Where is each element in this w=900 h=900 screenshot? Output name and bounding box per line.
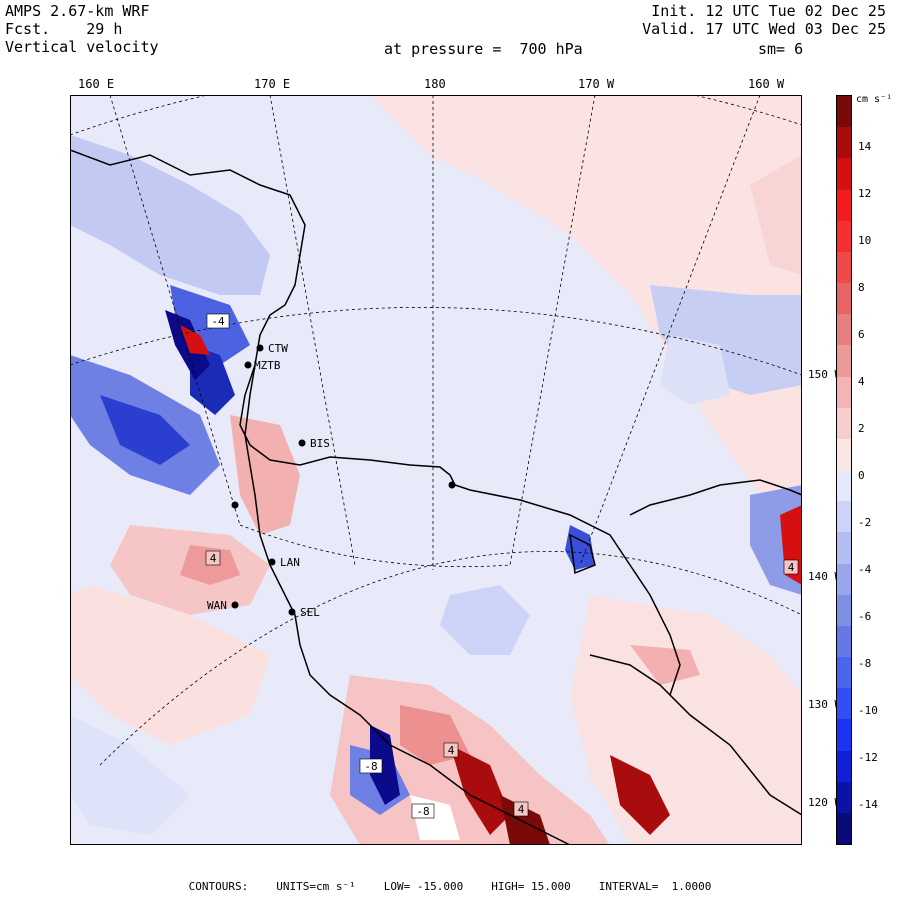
extrema-label: 4 xyxy=(448,744,455,757)
colorbar-tick-label: 14 xyxy=(858,140,872,153)
contours-label: CONTOURS: xyxy=(188,880,249,893)
colorbar-segment xyxy=(837,376,851,408)
station-extra-marker xyxy=(448,481,456,489)
colorbar-segment xyxy=(837,469,851,502)
station-extra-marker-2 xyxy=(231,501,239,509)
station-ctw-label: CTW xyxy=(268,342,288,355)
colorbar-segment xyxy=(837,251,851,283)
graticule xyxy=(70,95,802,766)
map-frame xyxy=(70,95,802,845)
colorbar-tick-label: -4 xyxy=(858,563,872,576)
fcst-label: Fcst. xyxy=(5,20,51,38)
colorbar-segment xyxy=(837,781,851,813)
colorbar-segment xyxy=(837,282,851,315)
coastline xyxy=(70,149,802,845)
extrema-label: 4 xyxy=(518,803,525,816)
station-sel-marker xyxy=(288,608,296,616)
colorbar-units: cm s⁻¹ xyxy=(856,94,893,105)
fcst-value: 29 h xyxy=(86,20,123,38)
colorbar-segment xyxy=(837,563,851,595)
valid-time: Valid. 17 UTC Wed 03 Dec 25 xyxy=(642,20,886,38)
extrema-label: 4 xyxy=(210,552,217,565)
station-bis-marker xyxy=(298,439,306,447)
colorbar-segment xyxy=(837,189,851,221)
station-bis-label: BIS xyxy=(310,437,330,450)
colorbar-segment xyxy=(837,95,851,128)
colorbar-tick-label: -2 xyxy=(858,516,872,529)
model-title: AMPS 2.67-km WRF xyxy=(5,2,150,20)
colorbar-segment xyxy=(837,126,851,159)
colorbar-tick-label: 2 xyxy=(858,422,865,435)
station-lan-label: LAN xyxy=(280,556,300,569)
colorbar-segment xyxy=(837,500,851,533)
pressure-level: at pressure = 700 hPa xyxy=(384,40,583,58)
colorbar-segment xyxy=(837,718,851,751)
station-lan-marker xyxy=(268,558,276,566)
colorbar-tick-label: -8 xyxy=(858,657,872,670)
stations: CTW MZTB BIS LAN WAN SEL xyxy=(207,342,456,619)
colorbar-tick-label: 4 xyxy=(858,375,865,388)
colorbar xyxy=(836,95,852,845)
contour-info: CONTOURS: UNITS=cm s⁻¹ LOW= -15.000 HIGH= 1… xyxy=(0,880,900,893)
colorbar-segment xyxy=(837,812,851,844)
extrema-labels: -4 -8 -8 4 4 4 4 xyxy=(205,313,799,819)
colorbar-tick-label: -10 xyxy=(858,704,878,717)
colorbar-segment xyxy=(837,656,851,689)
station-wan-marker xyxy=(231,601,239,609)
station-mztb-marker xyxy=(244,361,252,369)
lon-label-170e: 170 E xyxy=(254,77,291,91)
lon-label-160w: 160 W xyxy=(748,77,785,91)
station-wan-label: WAN xyxy=(207,599,227,612)
colorbar-segment xyxy=(837,750,851,782)
extrema-label: -4 xyxy=(211,315,225,328)
extrema-label: -8 xyxy=(364,760,377,773)
colorbar-segment xyxy=(837,220,851,252)
variable-name: Vertical velocity xyxy=(5,38,159,56)
colorbar-segment xyxy=(837,407,851,439)
colorbar-segment xyxy=(837,157,851,190)
colorbar-tick-label: -12 xyxy=(858,751,878,764)
init-time: Init. 12 UTC Tue 02 Dec 25 xyxy=(651,2,886,20)
colorbar-tick-label: 0 xyxy=(858,469,865,482)
colorbar-segment xyxy=(837,594,851,626)
colorbar-segment xyxy=(837,313,851,346)
extrema-label: 4 xyxy=(788,561,795,574)
lon-label-170w: 170 W xyxy=(578,77,615,91)
contour-interval: INTERVAL= 1.0000 xyxy=(598,880,712,893)
colorbar-tick-label: 8 xyxy=(858,281,865,294)
contour-units: UNITS=cm s⁻¹ xyxy=(276,880,356,893)
forecast-hour: Fcst. 29 h xyxy=(5,20,122,38)
intense-streaks xyxy=(165,310,802,845)
contour-low: LOW= -15.000 xyxy=(383,880,464,893)
extrema-label: -8 xyxy=(416,805,429,818)
lon-label-180: 180 xyxy=(424,77,446,91)
smoothing: sm= 6 xyxy=(758,40,804,58)
colorbar-segment xyxy=(837,687,851,720)
map-panel[interactable]: CTW MZTB BIS LAN WAN SEL -4 -8 -8 4 4 4 … xyxy=(70,95,802,845)
lon-label-160e: 160 E xyxy=(78,77,115,91)
station-mztb-label: MZTB xyxy=(254,359,281,372)
station-ctw-marker xyxy=(256,344,264,352)
colorbar-segment xyxy=(837,438,851,470)
colorbar-tick-label: 10 xyxy=(858,234,872,247)
contour-high: HIGH= 15.000 xyxy=(491,880,571,893)
colorbar-segment xyxy=(837,531,851,564)
colorbar-tick-label: -14 xyxy=(858,798,878,811)
map-svg: CTW MZTB BIS LAN WAN SEL -4 -8 -8 4 4 4 … xyxy=(70,95,802,845)
colorbar-tick-label: 12 xyxy=(858,187,872,200)
colorbar-tick-label: 6 xyxy=(858,328,865,341)
station-sel-label: SEL xyxy=(300,606,320,619)
colorbar-segment xyxy=(837,344,851,377)
colorbar-segment xyxy=(837,625,851,657)
colorbar-tick-label: -6 xyxy=(858,610,872,623)
